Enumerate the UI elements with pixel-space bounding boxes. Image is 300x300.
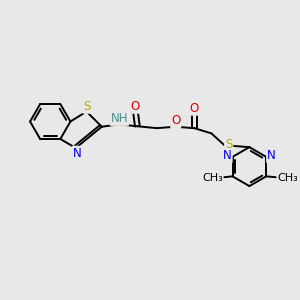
Text: N: N — [73, 147, 81, 160]
Text: NH: NH — [111, 112, 128, 125]
Text: O: O — [131, 100, 140, 113]
Text: O: O — [171, 114, 180, 127]
Text: N: N — [223, 149, 232, 162]
Text: S: S — [83, 100, 91, 113]
Text: CH₃: CH₃ — [277, 172, 298, 182]
Text: S: S — [225, 138, 232, 151]
Text: N: N — [267, 149, 276, 162]
Text: CH₃: CH₃ — [202, 172, 223, 182]
Text: O: O — [190, 102, 199, 115]
